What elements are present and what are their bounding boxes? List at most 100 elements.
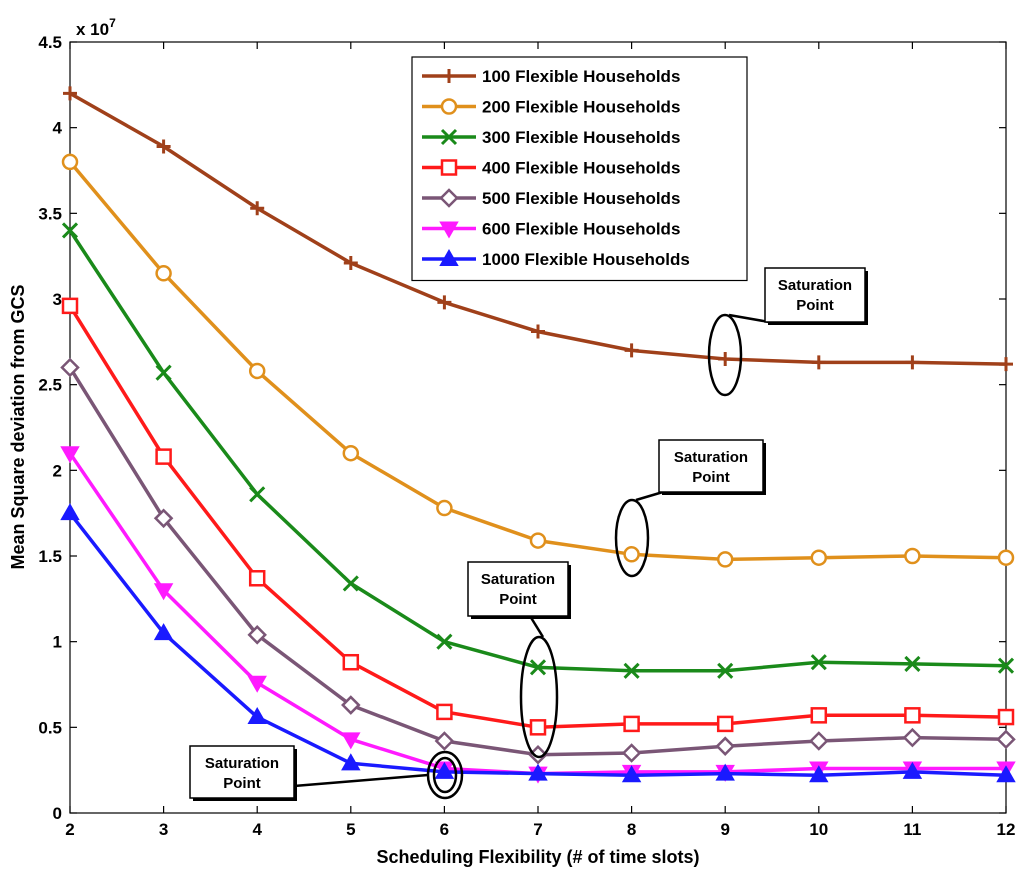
data-point: [155, 265, 172, 282]
data-point: [247, 707, 267, 725]
data-point: [155, 448, 172, 465]
legend-item: 500 Flexible Households: [422, 188, 680, 208]
series-3: [61, 222, 1015, 679]
callout-connector: [293, 773, 429, 788]
data-point: [247, 625, 267, 645]
y-tick-label: 3: [53, 290, 62, 309]
data-point: [528, 763, 548, 781]
legend-label: 300 Flexible Households: [482, 128, 680, 147]
data-point: [996, 729, 1016, 750]
data-point: [434, 761, 455, 779]
saturation-ellipse: [614, 498, 650, 578]
data-point: [623, 546, 640, 563]
data-point: [250, 201, 265, 216]
callout-box: [764, 267, 866, 323]
y-tick-label: 2: [53, 461, 62, 480]
x-tick-label: 4: [252, 820, 262, 839]
data-point: [436, 703, 453, 721]
data-point: [341, 695, 361, 715]
data-point: [809, 765, 829, 783]
legend-item: 200 Flexible Households: [422, 98, 680, 117]
y-tick-label: 1: [53, 633, 62, 652]
data-point: [717, 662, 734, 679]
data-point: [60, 446, 80, 464]
y-exponent: x 107: [76, 16, 116, 39]
y-exponent-base: x 10: [76, 20, 109, 39]
y-tick-label: 2.5: [38, 376, 62, 395]
legend-marker: [442, 69, 456, 83]
data-point: [153, 583, 174, 601]
data-point: [623, 715, 640, 733]
saturation-ellipse: [519, 635, 559, 759]
callout-box: [658, 439, 764, 493]
data-point: [715, 763, 735, 781]
data-point: [715, 736, 735, 756]
data-point: [905, 355, 920, 370]
callout-connector: [528, 615, 545, 638]
series-4: [61, 297, 1015, 736]
data-point: [716, 715, 734, 733]
data-point: [60, 503, 80, 521]
data-point: [248, 570, 266, 587]
legend-label: 100 Flexible Households: [482, 67, 680, 86]
data-point: [156, 139, 171, 154]
data-point: [529, 659, 547, 676]
x-tick-label: 2: [65, 820, 74, 839]
legend-item: 100 Flexible Households: [422, 67, 680, 86]
callout-line2: Point: [499, 591, 537, 608]
callout-box: [467, 561, 569, 617]
y-exponent-power: 7: [109, 16, 116, 30]
saturation-callout-1: Saturation Point: [707, 267, 868, 397]
legend-label: 200 Flexible Households: [482, 98, 680, 117]
legend-marker: [440, 159, 458, 176]
x-tick-label: 6: [440, 820, 449, 839]
data-point: [621, 765, 642, 783]
data-point: [718, 351, 733, 366]
series-2: [61, 153, 1015, 568]
y-tick-label: 0.5: [38, 718, 62, 737]
y-tick-label: 0: [53, 804, 62, 823]
data-point: [437, 295, 452, 310]
saturation-ellipse: [426, 750, 464, 800]
data-point: [436, 633, 453, 650]
data-point: [434, 731, 455, 751]
callout-line2: Point: [692, 469, 730, 486]
legend-marker: [439, 221, 459, 239]
legend-marker: [440, 98, 458, 115]
callout-line1: Saturation: [205, 755, 279, 772]
data-point: [341, 732, 361, 750]
data-point: [153, 623, 174, 641]
y-tick-label: 1.5: [38, 547, 62, 566]
data-point: [810, 654, 827, 671]
legend-item: 600 Flexible Households: [422, 220, 680, 239]
data-point: [902, 727, 923, 748]
legend-marker: [439, 188, 459, 208]
callout-line1: Saturation: [481, 571, 555, 588]
data-point: [997, 549, 1015, 566]
data-point: [155, 364, 172, 381]
data-point: [341, 753, 361, 771]
legend-label: 500 Flexible Households: [482, 189, 680, 208]
data-point: [624, 343, 639, 358]
x-tick-label: 5: [346, 820, 355, 839]
x-tick-label: 12: [997, 820, 1016, 839]
data-point: [343, 256, 358, 271]
data-point: [904, 547, 921, 565]
series-7: [60, 503, 1016, 783]
saturation-callout-4: Saturation Point: [189, 745, 464, 801]
callout-connector: [728, 313, 770, 324]
data-point: [810, 549, 828, 566]
callout-line2: Point: [796, 297, 834, 314]
y-axis-label: Mean Square deviation from GCS: [8, 284, 28, 569]
legend-item: 1000 Flexible Households: [422, 248, 690, 269]
data-point: [436, 499, 453, 517]
series-1: [63, 86, 1013, 372]
data-point: [247, 675, 267, 693]
callout-line1: Saturation: [674, 449, 748, 466]
legend-label: 600 Flexible Households: [482, 220, 680, 239]
data-point: [342, 444, 360, 462]
y-tick-label: 3.5: [38, 204, 62, 223]
callout-connector: [635, 490, 664, 502]
data-point: [997, 657, 1015, 674]
data-point: [902, 761, 923, 779]
